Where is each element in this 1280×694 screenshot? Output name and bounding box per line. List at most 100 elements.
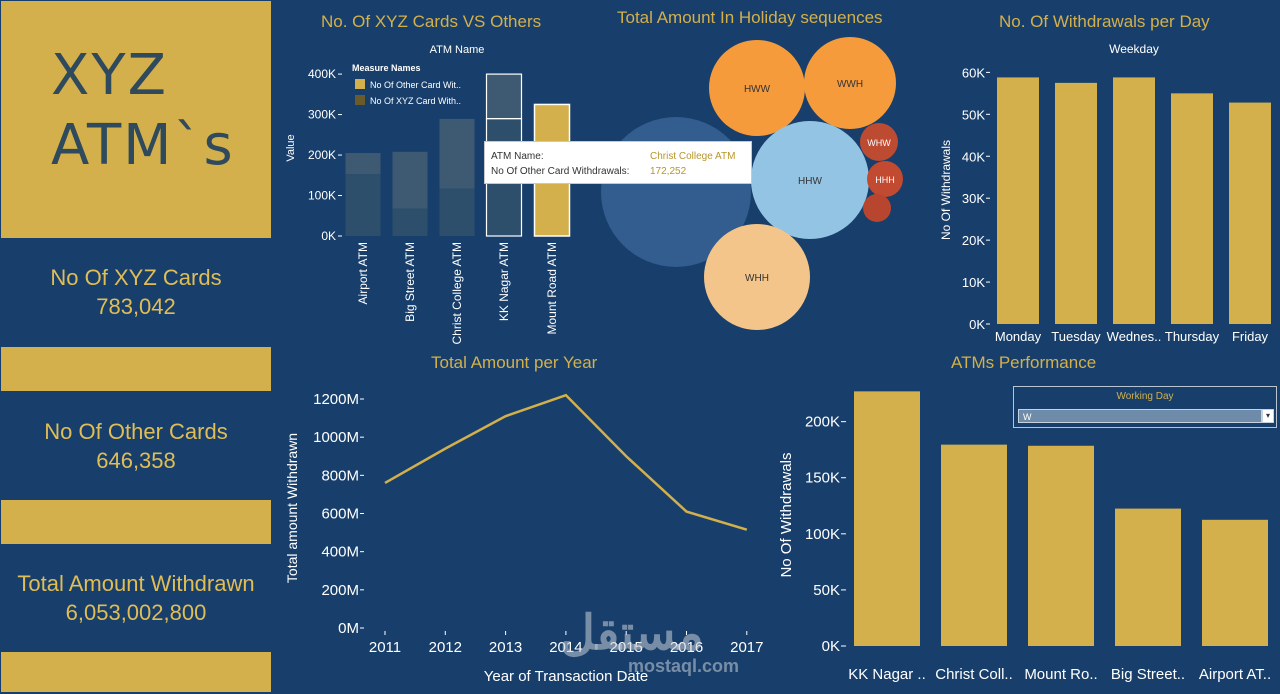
y-tick-label: 600M xyxy=(321,506,359,523)
bubble xyxy=(709,40,805,136)
legend-swatch xyxy=(355,79,365,89)
y-tick-label: 50K xyxy=(813,582,840,599)
x-tick-label: Christ College ATM xyxy=(450,242,464,344)
x-tick-label: 2015 xyxy=(610,639,643,656)
x-tick-label: Big Street ATM xyxy=(403,242,417,322)
bubble-label: WHH xyxy=(745,273,769,284)
y-tick-label: 0K xyxy=(822,638,840,655)
chevron-down-icon[interactable]: ▾ xyxy=(1262,409,1274,423)
kpi-label: Total Amount Withdrawn xyxy=(17,571,255,596)
y-tick-label: 20K xyxy=(962,233,985,248)
kpi-total-amount: Total Amount Withdrawn 6,053,002,800 xyxy=(0,570,272,628)
x-tick-label: 2016 xyxy=(670,639,703,656)
bar-xyz-cards xyxy=(345,174,381,236)
divider-bar xyxy=(1,652,271,692)
kpi-value: 783,042 xyxy=(96,294,176,319)
y-tick-label: 200M xyxy=(321,582,359,599)
bar xyxy=(1202,519,1268,646)
x-tick-label: Airport ATM xyxy=(356,242,370,304)
y-tick-label: 200K xyxy=(308,148,336,162)
x-tick-label: 2013 xyxy=(489,639,522,656)
bar-other-cards xyxy=(392,151,428,209)
y-tick-label: 60K xyxy=(962,65,985,80)
bar-other-cards xyxy=(439,118,475,189)
y-tick-label: 30K xyxy=(962,191,985,206)
working-day-filter[interactable]: Working Day W ▾ xyxy=(1013,386,1277,428)
chart-title-performance: ATMs Performance xyxy=(951,353,1097,372)
x-tick-label: Tuesday xyxy=(1051,329,1101,344)
y-tick-label: 1000M xyxy=(313,429,359,446)
legend-label: No Of XYZ Card With.. xyxy=(370,96,461,106)
bubble xyxy=(860,123,898,161)
x-tick-label: Monday xyxy=(995,329,1042,344)
y-tick-label: 1200M xyxy=(313,391,359,408)
bar xyxy=(854,391,920,646)
y-tick-label: 150K xyxy=(805,470,840,487)
chart-header: ATM Name xyxy=(430,44,485,56)
bar xyxy=(1055,82,1097,324)
bar-xyz-cards xyxy=(439,188,475,236)
y-tick-label: 400K xyxy=(308,67,336,81)
y-axis-label: No Of Withdrawals xyxy=(939,140,953,240)
tooltip-value-atm: Christ College ATM xyxy=(650,151,736,162)
tooltip-value-withdrawals: 172,252 xyxy=(650,166,687,177)
x-tick-label: KK Nagar ATM xyxy=(497,242,511,321)
bubble-label: HWW xyxy=(744,84,771,95)
series-line xyxy=(384,393,748,531)
x-tick-label: Friday xyxy=(1232,329,1269,344)
bar-other-cards xyxy=(485,73,523,120)
kpi-label: No Of XYZ Cards xyxy=(50,265,222,290)
bubble-label: HHH xyxy=(875,175,895,185)
legend-label: No Of Other Card Wit.. xyxy=(370,80,461,90)
bubble xyxy=(867,161,903,197)
tooltip-key-withdrawals: No Of Other Card Withdrawals: xyxy=(491,166,630,177)
bubble-label: HHW xyxy=(798,176,822,187)
bubble xyxy=(863,194,891,222)
bar-other-cards xyxy=(345,153,381,175)
chart-title-cards-vs-others: No. Of XYZ Cards VS Others xyxy=(321,12,542,31)
x-axis-label: Year of Transaction Date xyxy=(484,668,649,685)
bubble xyxy=(804,37,896,129)
y-tick-label: 0K xyxy=(969,317,985,332)
bubble-label: WHW xyxy=(867,138,891,148)
y-tick-label: 100K xyxy=(805,526,840,543)
y-tick-label: 400M xyxy=(321,544,359,561)
y-axis-label: Total amount Withdrawn xyxy=(284,433,300,583)
bar xyxy=(1229,102,1271,324)
x-tick-label: 2011 xyxy=(369,639,401,656)
logo-panel: XYZ ATM`s xyxy=(1,1,271,238)
kpi-sidebar: XYZ ATM`s No Of XYZ Cards 783,042 No Of … xyxy=(0,0,272,694)
y-tick-label: 100K xyxy=(308,189,336,203)
chart-title-holiday: Total Amount In Holiday sequences xyxy=(617,8,883,27)
chart-header: Weekday xyxy=(1109,42,1159,56)
y-tick-label: 10K xyxy=(962,275,985,290)
kpi-other-cards: No Of Other Cards 646,358 xyxy=(0,418,272,476)
y-tick-label: 0K xyxy=(321,229,336,243)
chart-title-per-year: Total Amount per Year xyxy=(431,353,598,372)
filter-title: Working Day xyxy=(1116,391,1174,402)
bubble-label: WWH xyxy=(837,79,863,90)
kpi-xyz-cards: No Of XYZ Cards 783,042 xyxy=(0,264,272,322)
x-tick-label: Airport AT.. xyxy=(1199,666,1271,683)
bar xyxy=(1171,93,1213,325)
x-tick-label: Christ Coll.. xyxy=(935,666,1013,683)
x-tick-label: Mount Ro.. xyxy=(1024,666,1097,683)
watermark-logo: مستقل xyxy=(560,607,704,660)
working-day-select[interactable]: W xyxy=(1018,409,1262,423)
x-tick-label: Thursday xyxy=(1165,329,1220,344)
tooltip-key-atm: ATM Name: xyxy=(491,151,544,162)
kpi-value: 6,053,002,800 xyxy=(65,600,207,625)
bar xyxy=(1113,77,1155,324)
x-tick-label: Big Street.. xyxy=(1111,666,1185,683)
bar-xyz-cards xyxy=(392,208,428,236)
x-tick-label: KK Nagar .. xyxy=(848,666,926,683)
x-tick-label: 2014 xyxy=(549,639,582,656)
y-axis-label: No Of Withdrawals xyxy=(778,452,795,577)
logo-line-2: ATM`s xyxy=(51,113,235,178)
x-tick-label: Mount Road ATM xyxy=(545,242,559,334)
x-tick-label: Wednes.. xyxy=(1107,329,1162,344)
divider-bar xyxy=(1,500,271,544)
logo-line-1: XYZ xyxy=(51,43,168,108)
kpi-value: 646,358 xyxy=(96,448,176,473)
